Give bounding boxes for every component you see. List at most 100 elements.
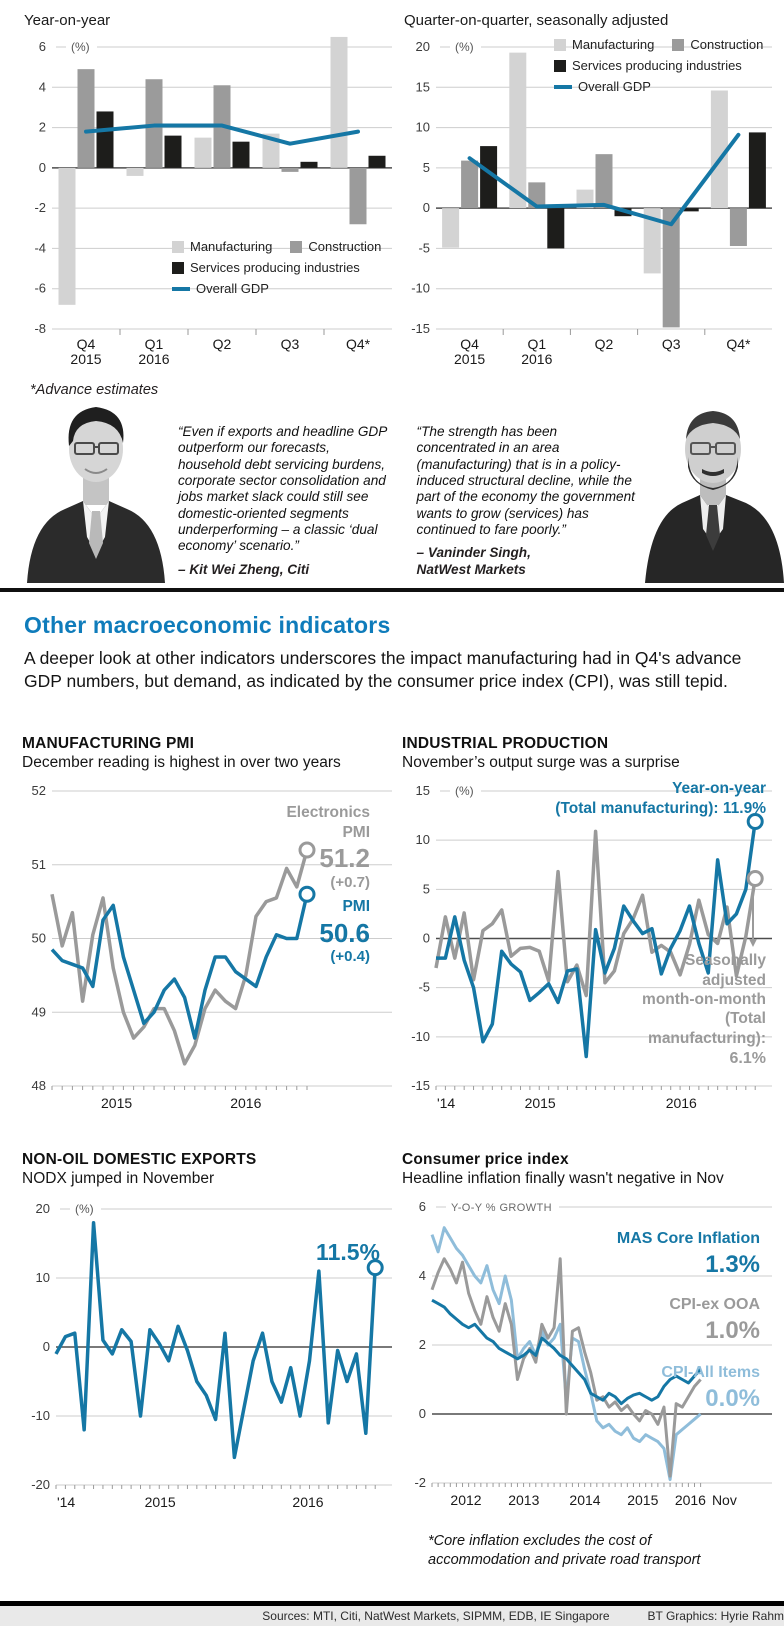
legend-item-construction: Construction (672, 37, 763, 52)
svg-text:10: 10 (416, 120, 430, 135)
bar (77, 69, 95, 168)
bar (126, 167, 144, 176)
portrait-right (645, 397, 784, 583)
construction-swatch-icon (672, 38, 685, 51)
svg-text:-15: -15 (411, 1078, 430, 1093)
svg-text:-2: -2 (414, 1475, 426, 1490)
legend-item-manufacturing: Manufacturing (172, 239, 272, 254)
svg-text:Q2: Q2 (595, 336, 614, 352)
svg-text:Q4*: Q4* (346, 336, 371, 352)
bar (349, 167, 367, 225)
annotation-value: 1.0% (705, 1317, 760, 1345)
annotation-value: 1.3% (705, 1251, 760, 1279)
svg-text:10: 10 (36, 1270, 50, 1285)
cpi-canvas: -2 0 2 4 Y-O-Y % GROWTH 6 2012 2013 2014 2015 2016… (414, 1199, 772, 1508)
svg-text:2016: 2016 (230, 1095, 261, 1111)
svg-text:Nov: Nov (712, 1492, 737, 1508)
svg-text:52: 52 (32, 783, 46, 798)
legend-item-services: Services producing industries (554, 58, 742, 73)
svg-text:2014: 2014 (569, 1492, 600, 1508)
macro-indicators-section: Other macroeconomic indicators A deeper … (24, 612, 760, 693)
gdp-charts-section: Year-on-year -8 -6 -4 -2 0 2 4 (%) 6 Q4 2015 Q1 2016… (0, 0, 784, 398)
manufacturing-swatch-icon (554, 38, 566, 51)
svg-text:(%): (%) (455, 784, 474, 798)
svg-text:-10: -10 (31, 1408, 50, 1423)
svg-text:2015: 2015 (145, 1494, 176, 1510)
svg-text:-4: -4 (34, 240, 46, 255)
legend-label: Manufacturing (572, 37, 655, 52)
svg-text:Q2: Q2 (213, 336, 232, 352)
gdp-qoq-chart: -15 -10 -5 0 5 10 15 (%) 20 Q4 2015 Q1 2016 Q2 Q3 Q4* M… (402, 33, 774, 378)
quote-attribution: – Vaninder Singh, NatWest Markets (416, 545, 531, 577)
legend-label: Overall GDP (578, 79, 651, 94)
analyst-quotes-section: “Even if exports and headline GDP outper… (22, 397, 784, 588)
svg-text:Q3: Q3 (662, 336, 681, 352)
svg-text:15: 15 (416, 79, 430, 94)
svg-text:4: 4 (39, 79, 46, 94)
bar (480, 146, 498, 209)
annotation-value: 6.1% (729, 1050, 766, 1068)
pmi-subtitle: December reading is highest in over two … (22, 754, 341, 772)
bar (368, 155, 386, 168)
legend-label: Overall GDP (196, 281, 269, 296)
end-marker (298, 885, 316, 903)
svg-text:48: 48 (32, 1078, 46, 1093)
sources-text: Sources: MTI, Citi, NatWest Markets, SIP… (262, 1609, 610, 1623)
annotation-label: CPI-All Items (661, 1364, 760, 1382)
gdp-qoq-legend: Manufacturing Construction Services prod… (554, 37, 763, 100)
svg-text:6: 6 (419, 1199, 426, 1214)
nodx-subtitle: NODX jumped in November (22, 1170, 215, 1188)
bar (643, 208, 661, 274)
svg-text:0: 0 (423, 931, 430, 946)
section-heading: Other macroeconomic indicators (24, 612, 391, 638)
bar (662, 208, 680, 328)
svg-text:2012: 2012 (450, 1492, 481, 1508)
svg-text:2015: 2015 (101, 1095, 132, 1111)
svg-text:5: 5 (423, 882, 430, 897)
electronics-pmi-annotation: Electronics PMI 51.2 (+0.7) (286, 803, 370, 891)
yoy-manufacturing-annotation: Year-on-year (Total manufacturing): 11.9… (555, 779, 766, 818)
svg-text:2013: 2013 (508, 1492, 539, 1508)
bar (281, 167, 299, 172)
bar (330, 36, 348, 168)
advance-estimates-note: *Advance estimates (30, 382, 159, 398)
annotation-label: Seasonally adjusted month-on-month (Tota… (642, 952, 766, 1047)
svg-text:5: 5 (423, 160, 430, 175)
industrial-production-chart: -15 -10 -5 0 5 10 (%) 15 '14 2015 2016 Year-on-yea… (402, 779, 774, 1129)
legend-label: Services producing industries (190, 260, 360, 275)
nodx-annotation: 11.5% (316, 1237, 380, 1265)
svg-text:0: 0 (39, 160, 46, 175)
cpi-subtitle: Headline inflation finally wasn't negati… (402, 1170, 724, 1188)
bar (232, 141, 250, 168)
svg-text:2015: 2015 (525, 1095, 556, 1111)
end-marker (746, 870, 764, 888)
gdp-left-canvas: -8 -6 -4 -2 0 2 4 (%) 6 Q4 2015 Q1 2016 Q2 Q3 Q4* (34, 36, 392, 367)
cpi-title: Consumer price index (402, 1151, 569, 1169)
svg-text:Y-O-Y % GROWTH: Y-O-Y % GROWTH (451, 1202, 552, 1214)
legend-item-manufacturing: Manufacturing (554, 37, 654, 52)
legend-label: Construction (308, 239, 382, 254)
annotation-value: 11.5% (316, 1239, 380, 1266)
svg-text:2: 2 (39, 120, 46, 135)
section-intro: A deeper look at other indicators unders… (24, 648, 742, 692)
svg-text:2015: 2015 (627, 1492, 658, 1508)
industrial-production-block: INDUSTRIAL PRODUCTION November’s output … (402, 735, 774, 1129)
svg-text:Q3: Q3 (281, 336, 300, 352)
legend-item-construction: Construction (290, 239, 381, 254)
svg-text:'14: '14 (57, 1494, 75, 1510)
portrait-left (22, 397, 167, 583)
quote-text: “The strength has been concentrated in a… (416, 424, 635, 537)
series-line (436, 821, 757, 1059)
core-inflation-footnote: *Core inflation excludes the cost of acc… (428, 1533, 701, 1569)
svg-text:2016: 2016 (666, 1095, 697, 1111)
photo-vaninder-singh (645, 397, 784, 588)
legend-label: Manufacturing (190, 239, 273, 254)
nodx-canvas: -20 -10 0 10 (%) 20 '14 2015 2016 (31, 1201, 392, 1510)
cpi-chart: -2 0 2 4 Y-O-Y % GROWTH 6 2012 2013 2014 2015 2016… (402, 1195, 774, 1530)
svg-text:2016: 2016 (292, 1494, 323, 1510)
svg-text:'14: '14 (437, 1095, 455, 1111)
